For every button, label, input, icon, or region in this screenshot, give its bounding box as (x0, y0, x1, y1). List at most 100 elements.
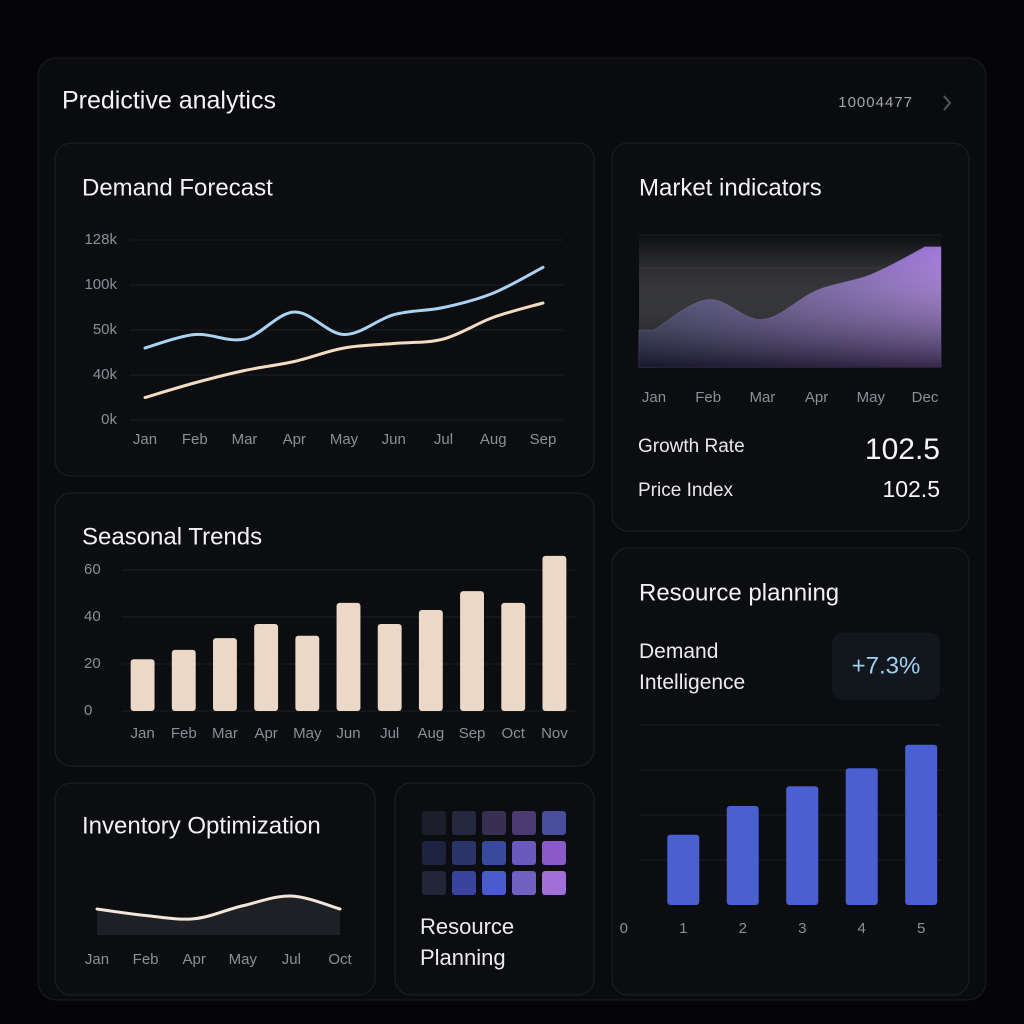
x-tick-label: Aug (480, 431, 507, 448)
bar (726, 806, 759, 905)
y-tick-label: 40 (84, 608, 101, 625)
x-tick-label: Jul (380, 725, 399, 742)
heatmap (422, 811, 566, 895)
x-tick-label: Mar (749, 389, 775, 406)
y-tick-label: 60 (84, 561, 101, 578)
heat-cell (482, 871, 506, 895)
chart-title: Inventory Optimization (82, 812, 321, 839)
y-tick-label: 20 (84, 655, 101, 672)
page-title: Predictive analytics (62, 87, 276, 115)
y-tick-label: 40k (93, 366, 118, 383)
x-tick-label: Oct (328, 951, 352, 968)
y-tick-label: 0k (101, 411, 117, 428)
x-tick-label: May (857, 389, 886, 406)
heat-cell (482, 811, 506, 835)
y-tick-label: 100k (84, 276, 117, 293)
line-series (143, 301, 545, 399)
x-tick-label: Jun (382, 431, 406, 448)
x-tick-label: Jan (133, 431, 157, 448)
x-tick-label: Apr (805, 389, 828, 406)
y-tick-label: 50k (93, 321, 118, 338)
x-tick-label: Apr (254, 725, 277, 742)
x-tick-label: Feb (695, 389, 721, 406)
x-tick-label: 5 (917, 920, 925, 937)
heat-cell (452, 811, 476, 835)
heat-cell (452, 871, 476, 895)
x-tick-label: Jul (434, 431, 453, 448)
x-tick-label: 1 (679, 920, 687, 937)
heat-cell (422, 811, 446, 835)
bar (171, 649, 196, 711)
x-tick-label: 2 (739, 920, 747, 937)
heat-cell (542, 811, 566, 835)
heat-cell (542, 871, 566, 895)
card (54, 142, 595, 477)
bar (542, 555, 567, 711)
heat-cell (512, 841, 536, 865)
bar (460, 591, 484, 711)
x-tick-label: Mar (232, 431, 258, 448)
x-tick-label: Feb (133, 951, 159, 968)
x-tick-label: Jan (85, 951, 109, 968)
bar (667, 834, 700, 905)
x-tick-label: Apr (283, 431, 306, 448)
bar (377, 624, 402, 711)
stat-label: Price Index (638, 480, 734, 501)
heat-cell (422, 871, 446, 895)
bar (254, 624, 279, 711)
line-area (97, 895, 340, 935)
x-tick-label: 3 (798, 920, 806, 937)
line-series (143, 265, 545, 350)
y-tick-label: 128k (84, 231, 117, 248)
change-badge (832, 633, 940, 700)
bar (418, 609, 443, 711)
x-tick-label: Mar (212, 725, 238, 742)
x-tick-label: May (330, 431, 359, 448)
heat-cell (482, 841, 506, 865)
bar (501, 602, 526, 711)
stat-value: 102.5 (865, 433, 940, 466)
line-series (95, 894, 342, 921)
bar (295, 635, 320, 711)
x-tick-label: Nov (541, 725, 568, 742)
chart-title: Resource planning (639, 579, 839, 606)
x-tick-label: Feb (171, 725, 197, 742)
x-tick-label: May (229, 951, 258, 968)
bar (130, 659, 155, 711)
x-tick-label: May (293, 725, 322, 742)
y-tick-label: 0 (84, 702, 92, 719)
bar (336, 602, 361, 711)
chart-title: Market indicators (639, 174, 822, 201)
tile-label: Resource Planning (420, 914, 515, 970)
heat-cell (542, 841, 566, 865)
chart-title: Demand Forecast (82, 174, 273, 201)
x-tick-label: Jun (336, 725, 360, 742)
bar (845, 768, 878, 905)
stat-label: Growth Rate (638, 436, 745, 457)
x-tick-label: Dec (912, 389, 939, 406)
change-value: +7.3% (852, 652, 921, 679)
bar (786, 786, 819, 905)
heat-cell (512, 811, 536, 835)
heat-cell (452, 841, 476, 865)
x-tick-label: Aug (418, 725, 445, 742)
bar (905, 744, 938, 905)
record-id: 10004477 (838, 94, 913, 111)
chevron[interactable] (943, 95, 952, 111)
x-tick-label: Jan (130, 725, 154, 742)
x-tick-label: Sep (530, 431, 557, 448)
card-label: Demand Intelligence (639, 640, 746, 694)
x-tick-label: Oct (502, 725, 526, 742)
card (54, 782, 376, 996)
area-shade (639, 235, 941, 367)
bar (213, 638, 237, 711)
x-tick-label: 4 (858, 920, 866, 937)
x-tick-label: 0 (620, 920, 628, 937)
x-tick-label: Jan (642, 389, 666, 406)
x-tick-label: Feb (182, 431, 208, 448)
x-tick-label: Sep (459, 725, 486, 742)
x-tick-label: Jul (282, 951, 301, 968)
stat-value: 102.5 (882, 476, 940, 502)
